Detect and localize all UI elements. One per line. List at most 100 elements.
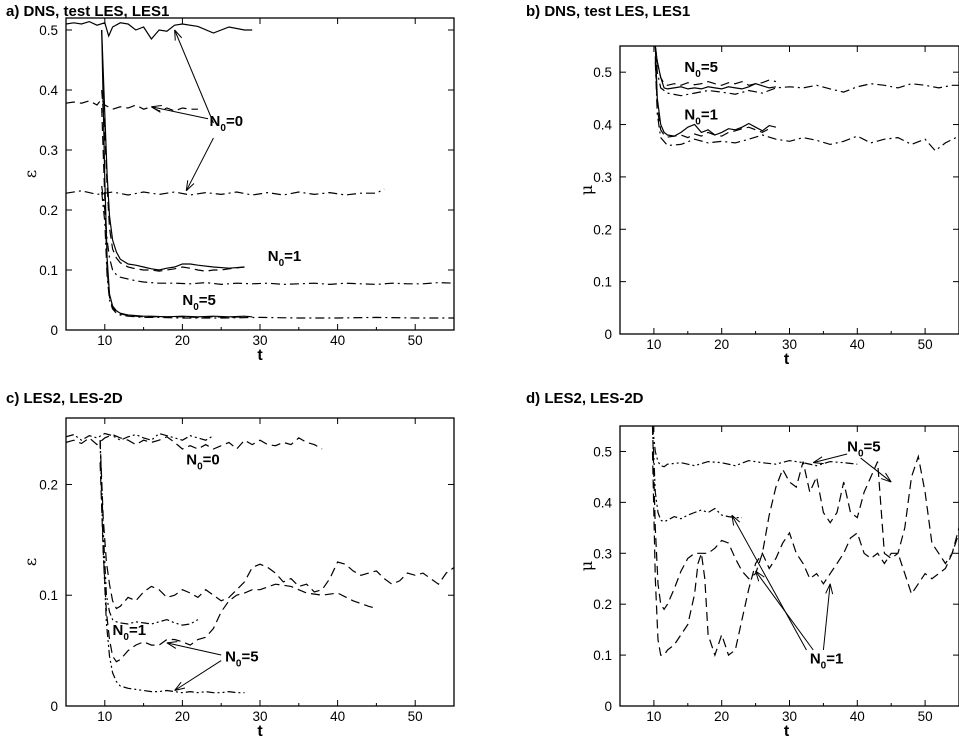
series-line-solid xyxy=(101,29,253,318)
series-line-dashdotdot xyxy=(651,426,858,468)
series-line-dashdotdot xyxy=(66,432,214,441)
series-line-dashed xyxy=(99,440,454,610)
annotation-label: N0=5 xyxy=(182,292,216,313)
series-line-dashed xyxy=(66,97,198,112)
annotation-subscript: 0 xyxy=(695,69,701,80)
series-line-dashdotdot xyxy=(99,440,245,694)
x-tick-label: 10 xyxy=(646,709,661,724)
annotation-value: =5 xyxy=(241,649,258,666)
x-axis-label: t xyxy=(784,351,790,368)
x-tick-label: 50 xyxy=(408,333,423,348)
panel-title: b) DNS, test LES, LES1 xyxy=(526,3,690,20)
series-line-dashed xyxy=(101,107,245,319)
annotation-subscript: 0 xyxy=(279,258,285,269)
x-tick-label: 20 xyxy=(175,333,190,348)
y-tick-label: 0.5 xyxy=(593,444,612,459)
y-tick-label: 0.4 xyxy=(593,495,612,510)
annotation-main: N xyxy=(847,438,858,455)
arrow-head xyxy=(174,29,183,41)
panel-title: a) DNS, test LES, LES1 xyxy=(6,3,169,20)
x-tick-label: 30 xyxy=(782,337,797,352)
series-line-solid xyxy=(66,20,253,40)
x-axis-label: t xyxy=(257,347,263,364)
y-tick-label: 0.3 xyxy=(593,170,612,185)
series-line-dashdot xyxy=(654,61,959,152)
x-tick-label: 30 xyxy=(252,333,267,348)
annotation-arrow xyxy=(731,514,807,651)
series-group xyxy=(66,432,454,694)
x-tick-label: 30 xyxy=(782,709,797,724)
y-tick-label: 0.2 xyxy=(593,597,612,612)
y-tick-label: 0.3 xyxy=(39,143,58,158)
x-axis-label: t xyxy=(257,723,263,740)
series-line-dashdotdot xyxy=(99,440,199,626)
y-tick-label: 0.3 xyxy=(593,546,612,561)
annotation-subscript: 0 xyxy=(695,116,701,127)
annotation-value: =1 xyxy=(129,622,146,639)
y-axis-label: μ xyxy=(577,561,596,571)
annotation-label: N0=5 xyxy=(225,649,259,670)
y-tick-label: 0.2 xyxy=(39,477,58,492)
y-axis-label: ε xyxy=(21,170,40,178)
series-line-dashed xyxy=(66,433,323,450)
arrow-head xyxy=(166,641,178,649)
arrow-head xyxy=(174,681,186,691)
x-tick-label: 20 xyxy=(714,709,729,724)
series-line-dashed xyxy=(99,462,377,663)
x-tick-label: 30 xyxy=(252,709,267,724)
series-line-dashed xyxy=(654,56,770,139)
series-line-dashdot xyxy=(101,185,454,286)
annotation-arrow xyxy=(813,453,848,464)
y-tick-label: 0 xyxy=(604,699,612,714)
arrow-head xyxy=(151,104,162,113)
annotation-arrow xyxy=(860,457,892,483)
x-tick-label: 50 xyxy=(918,709,933,724)
annotation-value: =0 xyxy=(226,113,243,130)
x-axis-label: t xyxy=(784,723,790,740)
annotation-main: N xyxy=(210,113,221,130)
y-tick-label: 0.5 xyxy=(39,23,58,38)
x-tick-label: 10 xyxy=(646,337,661,352)
arrow-head xyxy=(812,456,824,465)
plot-frame xyxy=(65,417,455,707)
y-tick-label: 0.5 xyxy=(593,65,612,80)
annotation-label: N0=1 xyxy=(810,651,844,672)
annotation-main: N xyxy=(684,106,695,123)
annotation-subscript: 0 xyxy=(821,661,827,672)
series-line-dashed xyxy=(651,451,959,657)
annotation-value: =1 xyxy=(826,651,843,668)
annotation-value: =0 xyxy=(203,452,220,469)
series-group xyxy=(654,46,959,152)
annotation-value: =5 xyxy=(864,438,881,455)
y-tick-label: 0.2 xyxy=(593,222,612,237)
series-line-solid xyxy=(101,29,245,271)
annotation-value: =5 xyxy=(199,292,216,309)
y-tick-label: 0.2 xyxy=(39,203,58,218)
arrow-head xyxy=(755,570,765,582)
annotation-label: N0=5 xyxy=(847,438,881,459)
series-line-dashdotdot xyxy=(651,426,742,523)
annotation-main: N xyxy=(684,59,695,76)
y-tick-label: 0.4 xyxy=(593,118,612,133)
annotation-label: N0=0 xyxy=(186,452,220,473)
annotation-main: N xyxy=(225,649,236,666)
series-line-dashdot xyxy=(101,191,454,319)
y-tick-label: 0 xyxy=(604,327,612,342)
series-line-dashdot xyxy=(66,188,385,196)
annotation-arrow xyxy=(174,29,214,124)
annotation-value: =1 xyxy=(701,106,718,123)
arrow-head xyxy=(185,180,195,192)
panel-title: c) LES2, LES-2D xyxy=(6,390,123,407)
x-tick-label: 10 xyxy=(97,333,112,348)
series-line-solid xyxy=(654,46,777,137)
series-line-dashed xyxy=(101,89,245,272)
annotation-subscript: 0 xyxy=(193,302,199,313)
y-tick-label: 0.1 xyxy=(39,588,58,603)
annotation-arrow xyxy=(185,137,214,192)
annotation-subscript: 0 xyxy=(197,462,203,473)
y-tick-label: 0.1 xyxy=(593,648,612,663)
annotation-label: N0=5 xyxy=(684,59,718,80)
series-line-dashed xyxy=(654,46,777,86)
arrow-head xyxy=(881,472,892,483)
